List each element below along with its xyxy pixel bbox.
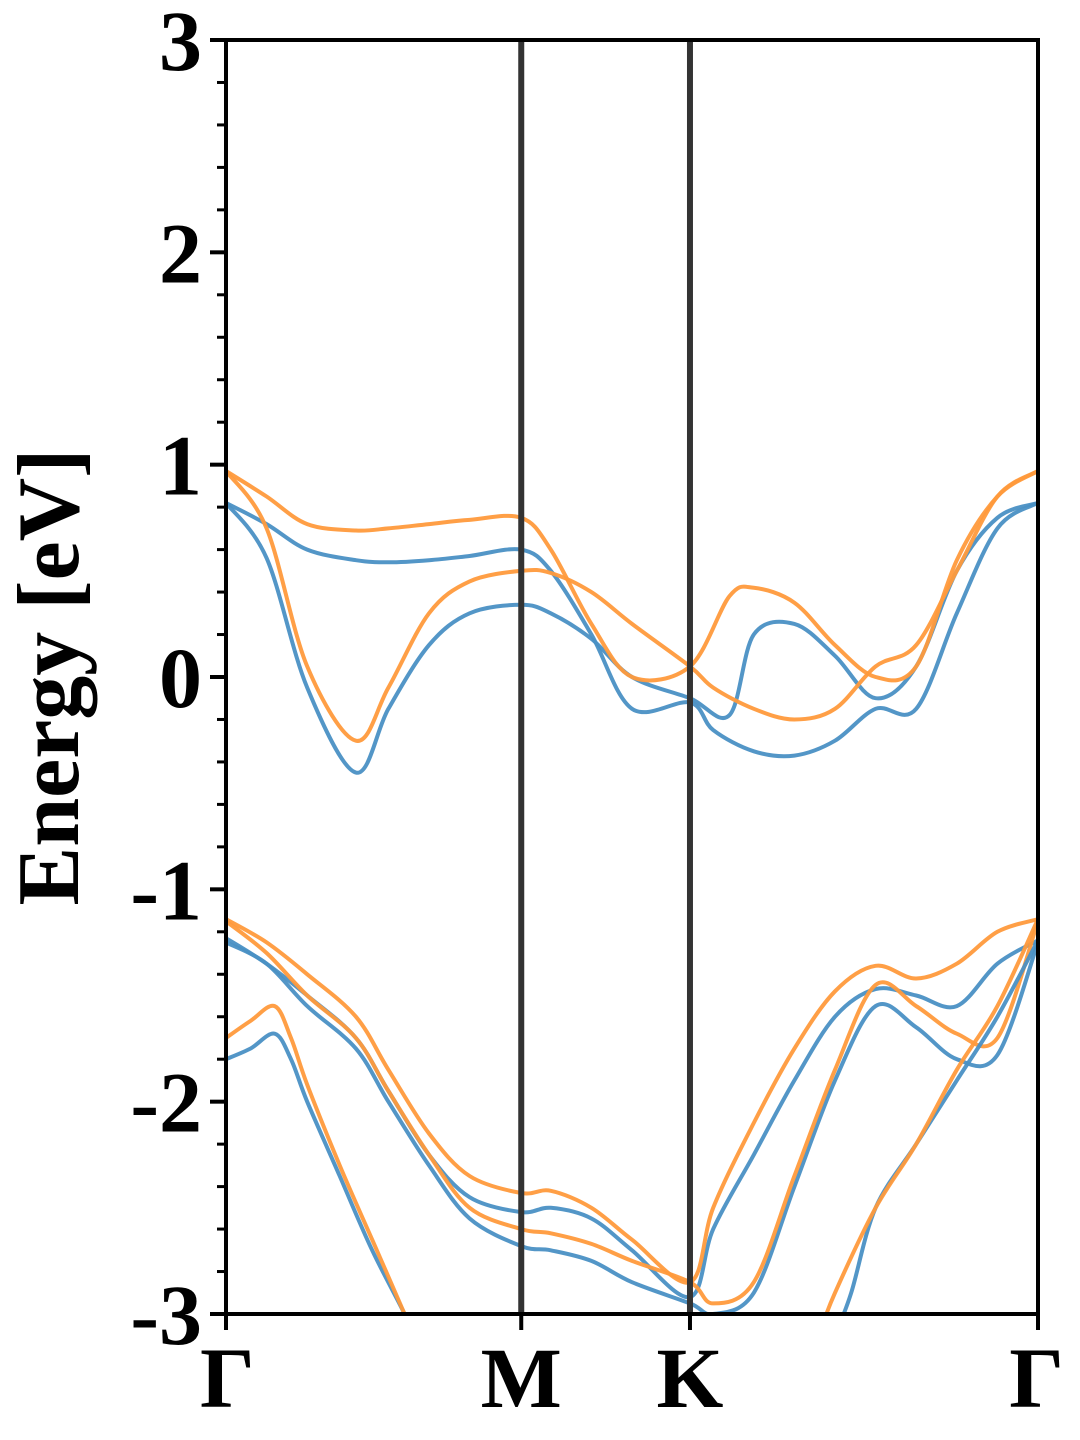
- y-axis-label: Energy [eV]: [1, 449, 98, 906]
- band-line-3: [226, 469, 1038, 743]
- band-line-4: [226, 469, 1038, 683]
- band-line-8: [226, 919, 1038, 1306]
- x-tick-label: M: [481, 1330, 562, 1426]
- tick-labels: -3 -2 -1 0 1 2 3 Γ M K Γ: [130, 0, 1064, 1426]
- y-tick-label: -3: [130, 1267, 202, 1363]
- y-tick-label: 2: [159, 205, 202, 301]
- band-line-7: [226, 940, 1038, 1314]
- band-line-10: [226, 1003, 407, 1314]
- y-tick-label: -1: [130, 842, 202, 938]
- y-tick-label: -2: [130, 1055, 202, 1151]
- band-line-12: [824, 918, 1038, 1314]
- x-tick-label: Γ: [1009, 1330, 1064, 1426]
- y-tick-label: 0: [159, 630, 202, 726]
- band-line-9: [226, 1031, 407, 1314]
- band-line-6: [226, 917, 1038, 1285]
- band-lines: [226, 469, 1038, 1314]
- x-tick-label: K: [657, 1330, 724, 1426]
- y-tick-label: 3: [159, 0, 202, 89]
- high-symmetry-lines: [518, 40, 693, 1314]
- band-line-2: [226, 501, 1038, 759]
- band-line-5: [226, 936, 1038, 1300]
- axis-ticks: [210, 38, 1040, 1330]
- x-tick-label: Γ: [200, 1330, 255, 1426]
- y-tick-label: 1: [159, 418, 202, 514]
- band-line-1: [226, 500, 1038, 775]
